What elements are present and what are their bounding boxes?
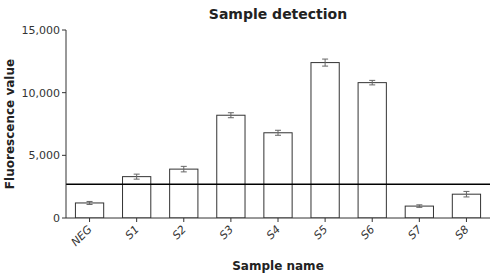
- y-tick: [62, 30, 66, 31]
- x-tick: [372, 218, 373, 222]
- error-cap: [369, 80, 375, 81]
- error-bar: [134, 174, 140, 179]
- bar: [311, 63, 339, 218]
- error-line: [136, 174, 137, 179]
- bar: [358, 83, 386, 218]
- x-axis-label: Sample name: [232, 259, 324, 273]
- y-tick: [62, 155, 66, 156]
- error-bar: [416, 205, 422, 208]
- x-tick: [230, 218, 231, 222]
- error-bar: [369, 80, 375, 85]
- x-tick-label: S8: [452, 223, 471, 242]
- error-cap: [416, 207, 422, 208]
- error-cap: [275, 130, 281, 131]
- y-tick: [62, 92, 66, 93]
- x-tick: [466, 218, 467, 222]
- error-cap: [322, 59, 328, 60]
- error-bar: [463, 191, 469, 197]
- error-cap: [181, 171, 187, 172]
- error-cap: [87, 201, 93, 202]
- x-tick-label: S7: [405, 223, 424, 242]
- error-cap: [181, 166, 187, 167]
- bar: [264, 133, 292, 218]
- error-bar: [275, 130, 281, 135]
- error-cap: [134, 179, 140, 180]
- bar: [452, 194, 480, 218]
- x-tick: [325, 218, 326, 222]
- chart: 0 5,000 10,000 15,000 NEG S1 S2 S3 S4 S5 S6 S7 S8 Sam…: [0, 0, 500, 278]
- error-cap: [463, 191, 469, 192]
- error-bar: [181, 166, 187, 172]
- y-axis-line: [66, 30, 67, 218]
- y-axis-label: Fluorescence value: [3, 59, 17, 189]
- plot-area: [66, 59, 490, 218]
- x-tick-label: S3: [217, 223, 236, 242]
- y-tick-label: 0: [53, 212, 60, 225]
- title: Sample detection: [209, 6, 347, 22]
- threshold-line: [66, 183, 490, 185]
- error-line: [466, 191, 467, 197]
- x-tick-label: S6: [358, 223, 377, 242]
- error-line: [372, 80, 373, 85]
- bar: [75, 203, 103, 218]
- x-tick: [89, 218, 90, 222]
- x-tick-label: S5: [311, 223, 330, 242]
- y-tick-label: 10,000: [22, 87, 61, 100]
- x-tick: [136, 218, 137, 222]
- y-tick: [62, 218, 66, 219]
- y-tick-label: 15,000: [22, 24, 61, 37]
- x-tick-label: NEG: [69, 223, 95, 249]
- error-line: [278, 130, 279, 135]
- error-bar: [322, 59, 328, 66]
- x-tick: [183, 218, 184, 222]
- error-cap: [134, 174, 140, 175]
- error-cap: [463, 196, 469, 197]
- x-tick-label: S4: [264, 223, 283, 242]
- x-tick: [278, 218, 279, 222]
- error-line: [230, 113, 231, 118]
- error-bar: [87, 201, 93, 204]
- error-cap: [228, 112, 234, 113]
- error-cap: [228, 117, 234, 118]
- error-cap: [275, 135, 281, 136]
- error-cap: [322, 66, 328, 67]
- x-tick-label: S1: [123, 223, 142, 242]
- error-line: [183, 166, 184, 172]
- bar: [170, 169, 198, 218]
- error-cap: [369, 84, 375, 85]
- x-tick: [419, 218, 420, 222]
- y-tick-label: 5,000: [29, 149, 61, 162]
- x-tick-label: S2: [170, 223, 189, 242]
- error-cap: [87, 204, 93, 205]
- bar: [405, 206, 433, 218]
- bar: [123, 177, 151, 218]
- error-line: [325, 59, 326, 66]
- error-bar: [228, 113, 234, 118]
- bar: [217, 115, 245, 218]
- error-cap: [416, 204, 422, 205]
